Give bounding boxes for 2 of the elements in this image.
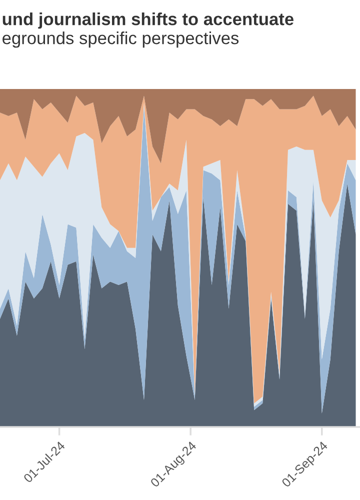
- chart-title: und journalism shifts to accentuate: [2, 12, 294, 29]
- chart-subtitle: egrounds specific perspectives: [2, 32, 239, 48]
